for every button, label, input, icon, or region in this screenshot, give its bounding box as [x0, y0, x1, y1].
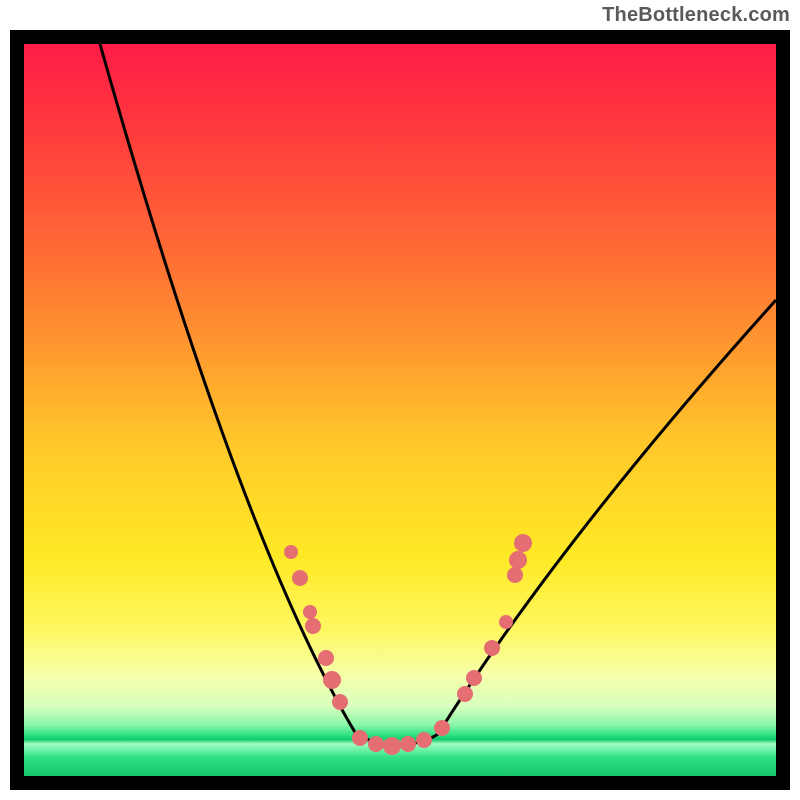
data-marker	[332, 694, 348, 710]
data-marker	[509, 551, 527, 569]
data-marker	[318, 650, 334, 666]
data-marker	[323, 671, 341, 689]
plot-background	[24, 44, 776, 776]
data-marker	[368, 736, 384, 752]
data-marker	[499, 615, 513, 629]
data-marker	[303, 605, 317, 619]
data-marker	[507, 567, 523, 583]
chart-container: TheBottleneck.com	[0, 0, 800, 800]
data-marker	[292, 570, 308, 586]
data-marker	[514, 534, 532, 552]
data-marker	[284, 545, 298, 559]
data-marker	[457, 686, 473, 702]
watermark-text: TheBottleneck.com	[602, 4, 790, 27]
data-marker	[434, 720, 450, 736]
data-marker	[466, 670, 482, 686]
data-marker	[305, 618, 321, 634]
data-marker	[484, 640, 500, 656]
data-marker	[383, 737, 401, 755]
bottleneck-chart	[0, 0, 800, 800]
data-marker	[416, 732, 432, 748]
data-marker	[352, 730, 368, 746]
data-marker	[400, 736, 416, 752]
